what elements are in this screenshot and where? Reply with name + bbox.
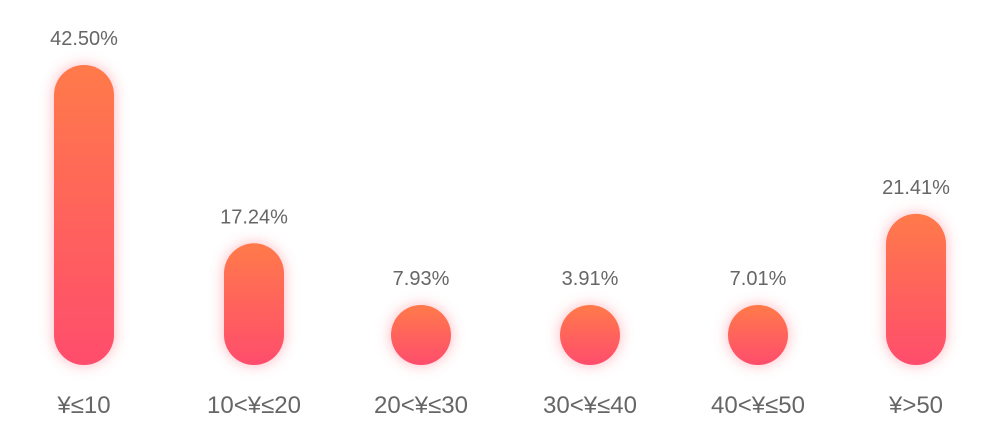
bar-2	[391, 305, 451, 365]
category-label-5: ¥>50	[888, 392, 943, 419]
value-label-2: 7.93%	[393, 268, 450, 290]
value-label-3: 3.91%	[562, 268, 619, 290]
value-label-1: 17.24%	[220, 206, 288, 228]
bar-5	[886, 213, 946, 365]
value-label-0: 42.50%	[50, 28, 118, 50]
bars-group	[54, 65, 946, 365]
category-labels-group: ¥≤10 10<¥≤20 20<¥≤30 30<¥≤40 40<¥≤50 ¥>50	[56, 392, 943, 419]
category-label-1: 10<¥≤20	[207, 392, 301, 419]
bar-4	[728, 305, 788, 365]
category-label-3: 30<¥≤40	[543, 392, 637, 419]
category-label-0: ¥≤10	[56, 392, 110, 419]
bar-0	[54, 65, 114, 365]
category-label-2: 20<¥≤30	[374, 392, 468, 419]
bar-1	[224, 243, 284, 365]
category-label-4: 40<¥≤50	[711, 392, 805, 419]
bar-3	[560, 305, 620, 365]
value-label-4: 7.01%	[730, 268, 787, 290]
value-labels-group: 42.50% 17.24% 7.93% 3.91% 7.01% 21.41%	[50, 28, 950, 290]
value-label-5: 21.41%	[882, 177, 950, 199]
